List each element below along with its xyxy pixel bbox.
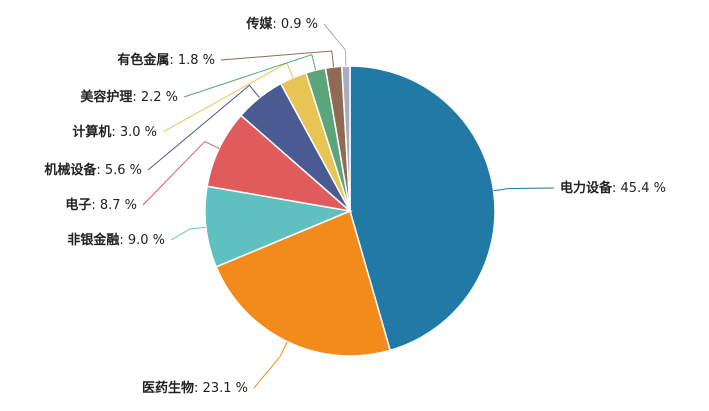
leader-line [323, 23, 347, 67]
slice-label: 有色金属: 1.8 % [117, 52, 215, 68]
leader-line [220, 50, 335, 67]
value-label: : 5.6 % [96, 163, 142, 178]
slice-label: 美容护理: 2.2 % [80, 89, 178, 105]
category-name: 医药生物 [142, 380, 194, 396]
category-name: 机械设备 [44, 162, 97, 178]
pie-slice [204, 185, 353, 268]
slice-label: 计算机: 3.0 % [72, 124, 157, 140]
value-label: : 2.2 % [132, 90, 178, 105]
leader-line [493, 187, 555, 192]
leader-line [170, 226, 206, 241]
value-label: : 23.1 % [194, 381, 248, 396]
pie-slice [340, 65, 351, 212]
slice-label: 传媒: 0.9 % [245, 16, 318, 32]
slice-label: 医药生物: 23.1 % [142, 380, 248, 396]
category-name: 非银金融 [67, 232, 119, 248]
category-name: 有色金属 [117, 52, 169, 68]
value-label: : 45.4 % [612, 181, 666, 196]
slice-label: 电力设备: 45.4 % [560, 180, 666, 196]
category-name: 传媒 [245, 16, 273, 32]
leader-line [142, 140, 220, 206]
leader-line [183, 53, 317, 98]
slice-label: 机械设备: 5.6 % [44, 162, 142, 178]
category-name: 电力设备 [560, 180, 613, 196]
category-name: 计算机 [72, 124, 111, 140]
value-label: : 1.8 % [169, 53, 215, 68]
pie-slice [215, 209, 392, 357]
category-name: 电子 [65, 197, 91, 213]
value-label: : 3.0 % [111, 125, 157, 140]
value-label: : 9.0 % [119, 233, 165, 248]
category-name: 美容护理 [80, 89, 132, 105]
value-label: : 8.7 % [91, 198, 137, 213]
slice-label: 电子: 8.7 % [65, 197, 137, 213]
slice-label: 非银金融: 9.0 % [67, 232, 165, 248]
pie-slice [349, 65, 496, 352]
leader-line [253, 341, 288, 389]
leader-line [147, 84, 260, 171]
value-label: : 0.9 % [272, 17, 318, 32]
